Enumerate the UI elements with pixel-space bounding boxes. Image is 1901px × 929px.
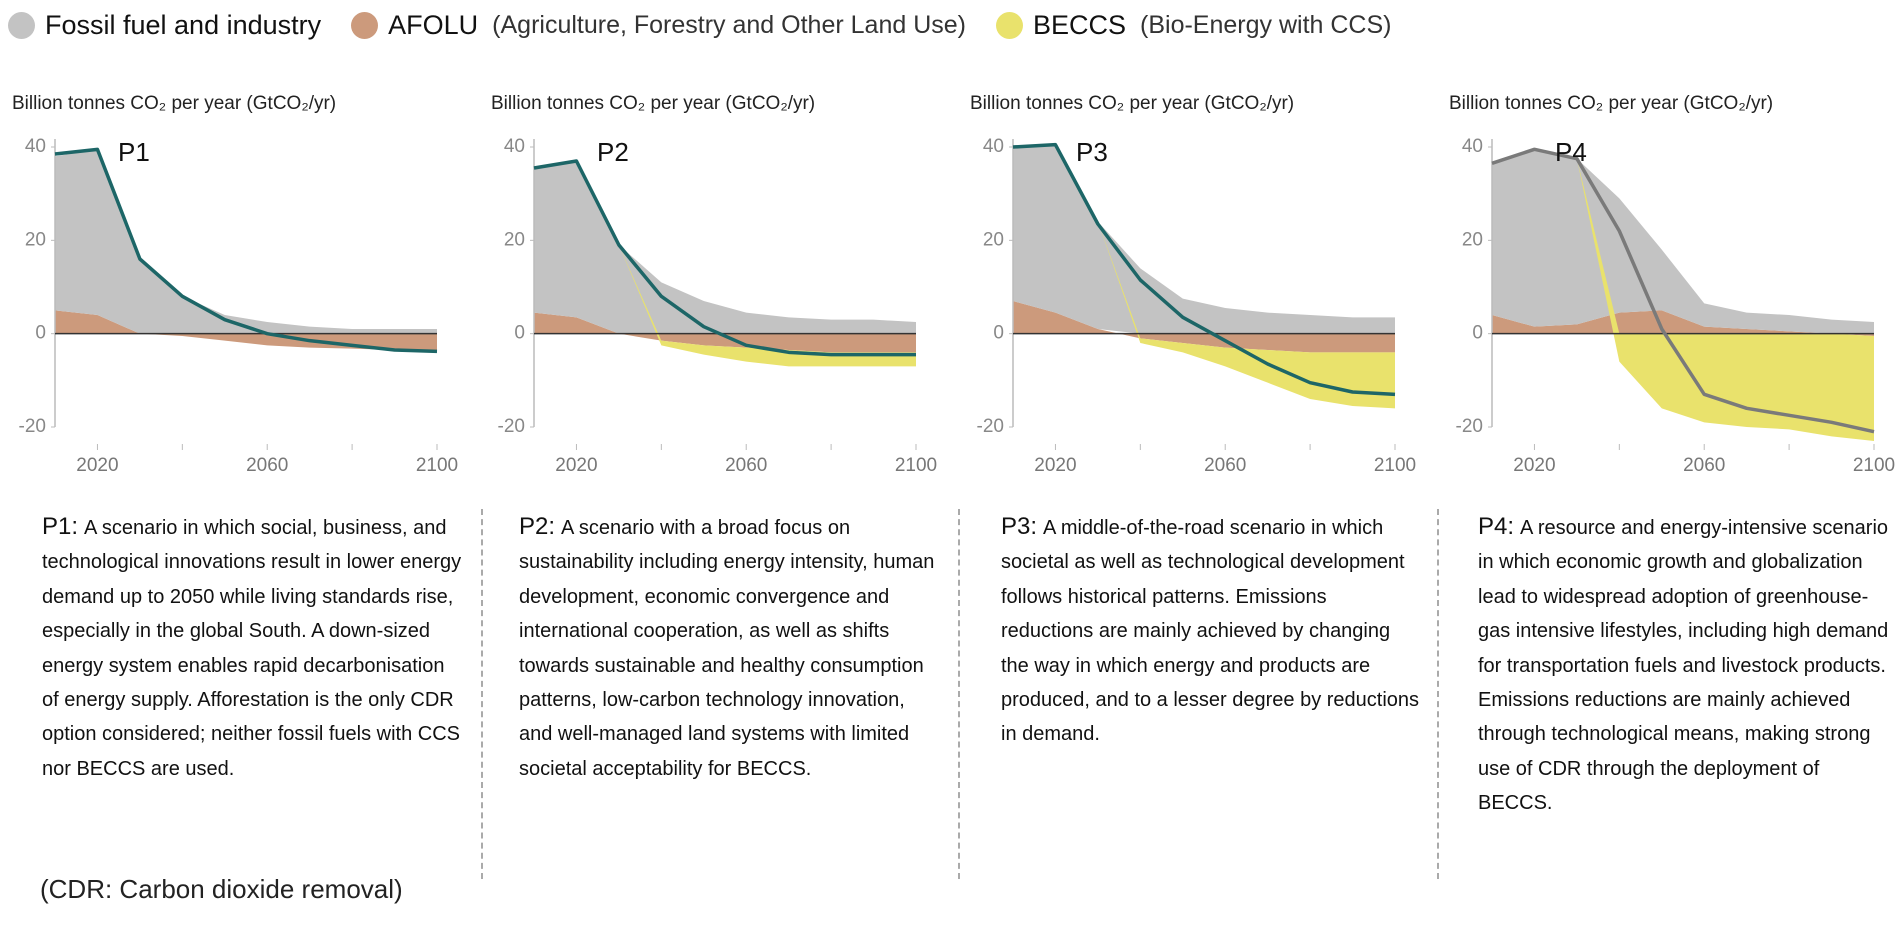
divider [481, 509, 483, 879]
area [534, 312, 916, 353]
description-text: A middle-of-the-road scenario in which s… [1001, 517, 1420, 746]
description: P3: A middle-of-the-road scenario in whic… [1001, 510, 1421, 752]
area [1013, 301, 1395, 353]
panel-label: P2 [597, 137, 629, 167]
x-tick-label: 2100 [895, 455, 937, 476]
area [1013, 144, 1395, 334]
x-tick-label: 2060 [1683, 455, 1725, 476]
divider [1437, 509, 1439, 879]
y-tick-label: 40 [25, 136, 46, 157]
description-label: P3: [1001, 513, 1038, 540]
y-axis-label: Billion tonnes CO₂ per year (GtCO₂/yr) [1449, 93, 1773, 114]
area [534, 161, 916, 334]
x-tick-label: 2100 [1853, 455, 1895, 476]
panel: Billion tonnes CO₂ per year (GtCO₂/yr) -2… [1449, 93, 1895, 476]
legend-note: (Agriculture, Forestry and Other Land Us… [492, 11, 966, 39]
panel-label: P4 [1555, 137, 1587, 167]
legend-item: Fossil fuel and industry [8, 10, 321, 41]
net-line [54, 147, 438, 354]
net-line [533, 159, 916, 357]
description: P1: A scenario in which social, business,… [42, 510, 462, 786]
x-tick-label: 2100 [416, 455, 458, 476]
x-tick-label: 2020 [555, 455, 597, 476]
x-tick-label: 2020 [1034, 455, 1076, 476]
x-tick-label: 2060 [725, 455, 767, 476]
net-line [1491, 147, 1875, 434]
area [1492, 149, 1874, 334]
area [55, 310, 437, 350]
y-tick-label: -20 [498, 416, 525, 437]
description-label: P4: [1478, 513, 1515, 540]
net-line [1012, 142, 1396, 397]
area [55, 149, 437, 334]
description: P4: A resource and energy-intensive scena… [1478, 510, 1898, 821]
description-text: A resource and energy-intensive scenario… [1478, 517, 1889, 815]
legend-swatch [995, 12, 1023, 39]
area [1013, 144, 1395, 409]
panel-label: P3 [1076, 137, 1108, 167]
legend-item: AFOLU (Agriculture, Forestry and Other La… [351, 10, 966, 41]
x-tick-label: 2060 [1204, 455, 1246, 476]
y-tick-label: 20 [983, 229, 1004, 250]
y-tick-label: 20 [25, 229, 46, 250]
y-tick-label: 0 [35, 323, 46, 344]
legend-item: BECCS (Bio-Energy with CCS) [995, 10, 1392, 41]
description-text: A scenario with a broad focus on sustain… [519, 517, 935, 780]
legend-note: (Bio-Energy with CCS) [1140, 11, 1392, 39]
y-tick-label: 0 [1472, 323, 1483, 344]
divider [958, 509, 960, 879]
x-tick-label: 2020 [1513, 455, 1555, 476]
y-axis-label: Billion tonnes CO₂ per year (GtCO₂/yr) [491, 93, 815, 114]
y-tick-label: 40 [1462, 136, 1483, 157]
x-tick-label: 2060 [246, 455, 288, 476]
panel-label: P1 [118, 137, 150, 167]
legend-swatch [351, 12, 379, 39]
y-tick-label: 40 [504, 136, 525, 157]
y-tick-label: 20 [1462, 229, 1483, 250]
footnote: (CDR: Carbon dioxide removal) [40, 874, 403, 904]
area [1492, 310, 1874, 336]
y-tick-label: 0 [514, 323, 525, 344]
description-label: P1: [42, 513, 79, 540]
panel: Billion tonnes CO₂ per year (GtCO₂/yr) -2… [970, 93, 1416, 476]
panel: Billion tonnes CO₂ per year (GtCO₂/yr) -2… [491, 93, 937, 476]
y-tick-label: 0 [993, 323, 1004, 344]
charts: Billion tonnes CO₂ per year (GtCO₂/yr) -2… [12, 93, 1895, 476]
x-tick-label: 2020 [76, 455, 118, 476]
y-tick-label: -20 [19, 416, 46, 437]
y-tick-label: 20 [504, 229, 525, 250]
y-tick-label: 40 [983, 136, 1004, 157]
legend: Fossil fuel and industry AFOLU (Agricultur… [8, 10, 1421, 41]
legend-swatch [8, 12, 35, 39]
description-text: A scenario in which social, business, an… [42, 517, 462, 780]
legend-name: Fossil fuel and industry [45, 10, 322, 40]
y-axis-label: Billion tonnes CO₂ per year (GtCO₂/yr) [970, 93, 1294, 114]
legend-name: BECCS [1032, 10, 1127, 40]
y-tick-label: -20 [1456, 416, 1483, 437]
panel: Billion tonnes CO₂ per year (GtCO₂/yr) -2… [12, 93, 458, 476]
x-tick-label: 2100 [1374, 455, 1416, 476]
description-label: P2: [519, 513, 556, 540]
y-tick-label: -20 [977, 416, 1004, 437]
y-axis-label: Billion tonnes CO₂ per year (GtCO₂/yr) [12, 93, 336, 114]
description: P2: A scenario with a broad focus on sust… [519, 510, 939, 786]
area [1492, 149, 1874, 442]
legend-name: AFOLU [388, 10, 479, 40]
